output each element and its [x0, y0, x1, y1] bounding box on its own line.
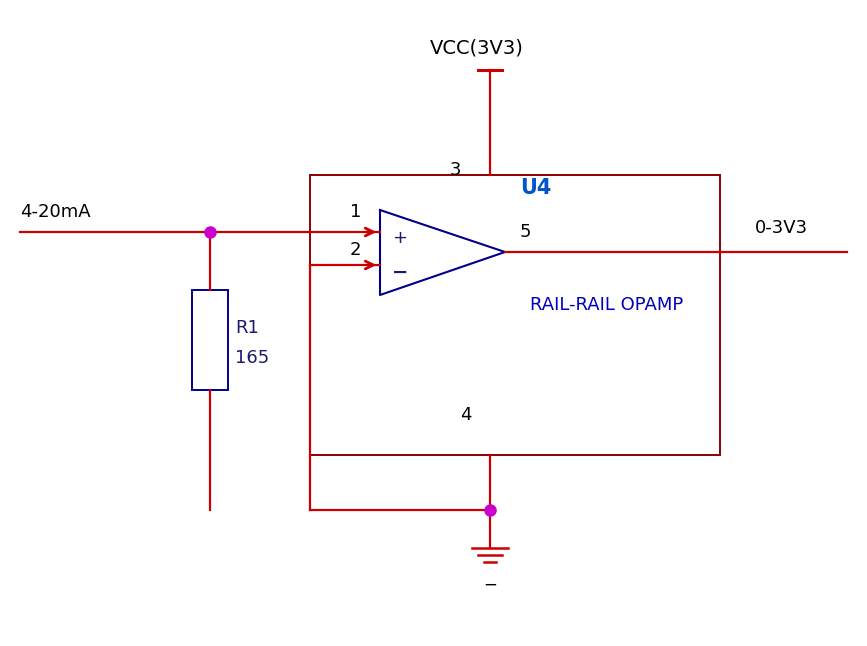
Text: 165: 165	[235, 349, 270, 367]
Bar	[192, 290, 228, 390]
Text: RAIL-RAIL OPAMP: RAIL-RAIL OPAMP	[530, 296, 683, 314]
Text: 4-20mA: 4-20mA	[20, 203, 91, 221]
Text: −: −	[392, 262, 408, 282]
Text: 5: 5	[520, 223, 531, 241]
Bar	[310, 175, 720, 455]
Text: U4: U4	[520, 178, 551, 198]
Text: R1: R1	[235, 319, 259, 337]
Text: 2: 2	[350, 241, 362, 259]
Text: 3: 3	[450, 161, 461, 179]
Text: 4: 4	[460, 406, 472, 424]
Text: −: −	[483, 576, 497, 594]
Text: 1: 1	[350, 203, 362, 221]
Text: +: +	[392, 229, 407, 247]
Text: 0-3V3: 0-3V3	[755, 219, 808, 237]
Text: VCC(3V3): VCC(3V3)	[430, 39, 524, 57]
